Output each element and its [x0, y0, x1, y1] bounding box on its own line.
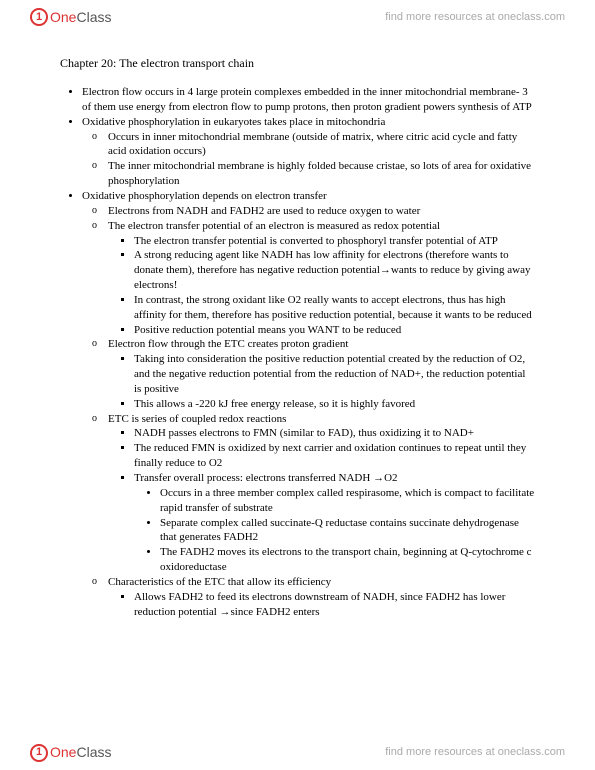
chapter-title: Chapter 20: The electron transport chain — [60, 55, 535, 71]
item-text: Electron flow through the ETC creates pr… — [108, 338, 348, 350]
list-item: A strong reducing agent like NADH has lo… — [134, 248, 535, 293]
logo-text: OneClass — [50, 743, 111, 762]
list-item: Electron flow occurs in 4 large protein … — [82, 85, 535, 115]
sub-list: Electrons from NADH and FADH2 are used t… — [82, 204, 535, 620]
list-item: NADH passes electrons to FMN (similar to… — [134, 426, 535, 441]
logo-icon: 1 — [30, 8, 48, 26]
logo: 1 OneClass — [30, 8, 111, 27]
sub-sub-sub-list: Occurs in a three member complex called … — [134, 486, 535, 575]
footer: 1 OneClass find more resources at onecla… — [0, 735, 595, 770]
sub-list: Occurs in inner mitochondrial membrane (… — [82, 130, 535, 189]
item-text: Transfer overall process: electrons tran… — [134, 472, 398, 484]
sub-sub-list: NADH passes electrons to FMN (similar to… — [108, 426, 535, 574]
list-item: Electron flow through the ETC creates pr… — [108, 337, 535, 411]
footer-logo: 1 OneClass — [30, 743, 111, 762]
item-text: The electron transfer potential of an el… — [108, 220, 440, 232]
list-item: In contrast, the strong oxidant like O2 … — [134, 293, 535, 323]
list-item: The electron transfer potential is conve… — [134, 234, 535, 249]
logo-text: OneClass — [50, 8, 111, 27]
list-item: Electrons from NADH and FADH2 are used t… — [108, 204, 535, 219]
list-item: The reduced FMN is oxidized by next carr… — [134, 441, 535, 471]
list-item: The electron transfer potential of an el… — [108, 219, 535, 338]
list-item: The FADH2 moves its electrons to the tra… — [160, 545, 535, 575]
item-text: Oxidative phosphorylation depends on ele… — [82, 190, 327, 202]
list-item: The inner mitochondrial membrane is high… — [108, 159, 535, 189]
item-text: ETC is series of coupled redox reactions — [108, 413, 286, 425]
list-item: Transfer overall process: electrons tran… — [134, 471, 535, 575]
header-tagline: find more resources at oneclass.com — [385, 10, 565, 25]
logo-icon: 1 — [30, 744, 48, 762]
list-item: Characteristics of the ETC that allow it… — [108, 575, 535, 620]
list-item: Occurs in a three member complex called … — [160, 486, 535, 516]
header: 1 OneClass find more resources at onecla… — [0, 0, 595, 35]
list-item: Occurs in inner mitochondrial membrane (… — [108, 130, 535, 160]
list-item: This allows a -220 kJ free energy releas… — [134, 397, 535, 412]
list-item: Oxidative phosphorylation in eukaryotes … — [82, 115, 535, 189]
main-list: Electron flow occurs in 4 large protein … — [60, 85, 535, 619]
list-item: Positive reduction potential means you W… — [134, 323, 535, 338]
list-item: Separate complex called succinate-Q redu… — [160, 516, 535, 546]
list-item: Allows FADH2 to feed its electrons downs… — [134, 590, 535, 620]
list-item: Taking into consideration the positive r… — [134, 352, 535, 397]
footer-tagline: find more resources at oneclass.com — [385, 745, 565, 760]
sub-sub-list: The electron transfer potential is conve… — [108, 234, 535, 338]
sub-sub-list: Allows FADH2 to feed its electrons downs… — [108, 590, 535, 620]
item-text: Characteristics of the ETC that allow it… — [108, 576, 331, 588]
list-item: Oxidative phosphorylation depends on ele… — [82, 189, 535, 619]
sub-sub-list: Taking into consideration the positive r… — [108, 352, 535, 411]
item-text: Oxidative phosphorylation in eukaryotes … — [82, 116, 385, 128]
list-item: ETC is series of coupled redox reactions… — [108, 412, 535, 575]
document-content: Chapter 20: The electron transport chain… — [0, 35, 595, 680]
